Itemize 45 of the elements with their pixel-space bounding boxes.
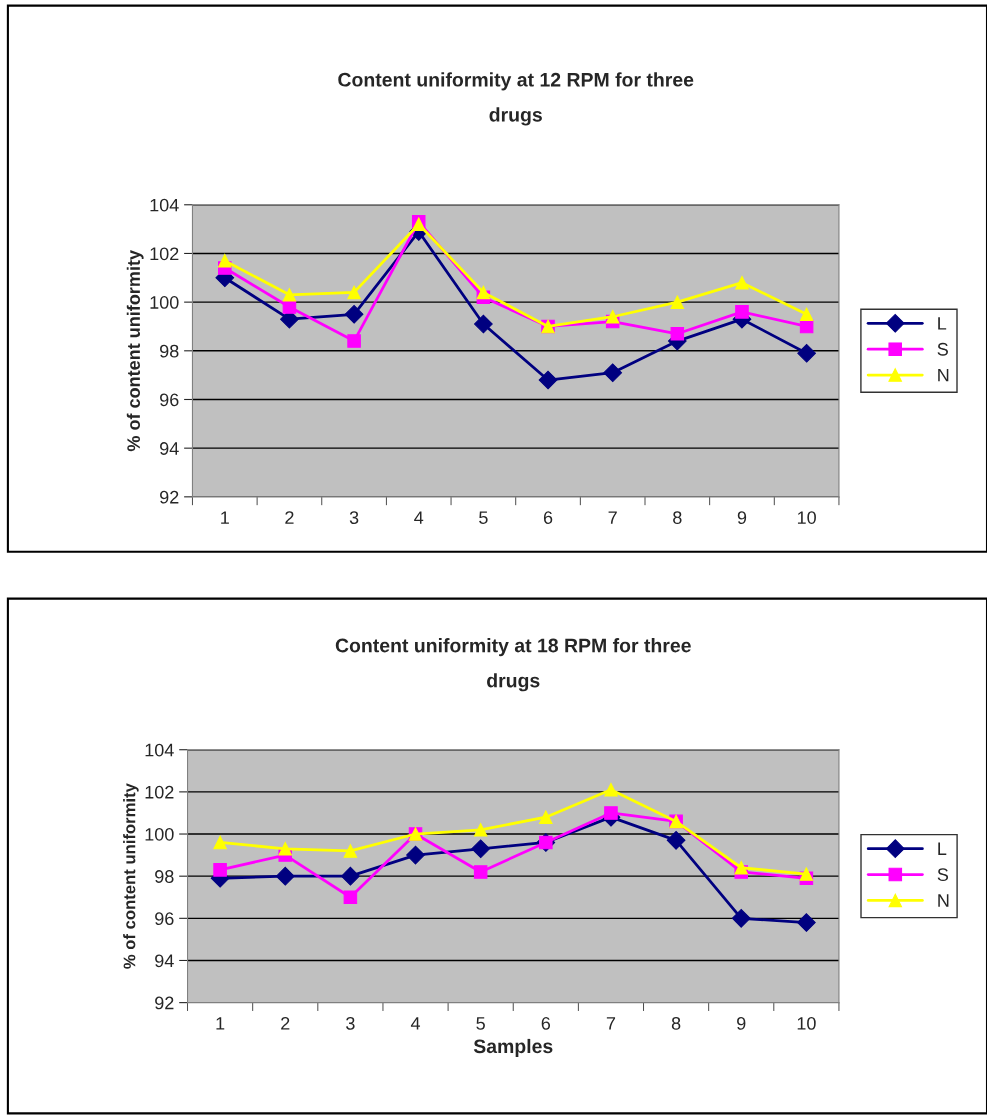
legend-label: N <box>938 368 949 382</box>
x-tick-label: 10 <box>797 511 816 524</box>
y-axis-title: % of content uniformity <box>123 783 139 969</box>
y-axis-title: % of content uniformity <box>126 250 144 452</box>
x-tick-label: 8 <box>671 1016 681 1030</box>
x-tick-label: 7 <box>608 511 617 524</box>
legend-label: N <box>938 894 949 907</box>
y-tick-label: 102 <box>150 247 179 261</box>
chart-title: Content uniformity at 18 RPM for three drugs <box>335 638 691 692</box>
y-tick-label: 96 <box>155 912 174 926</box>
y-tick-label: 100 <box>150 296 179 309</box>
legend-label: L <box>938 842 947 855</box>
y-tick-label: 102 <box>145 785 174 799</box>
y-tick-label: 94 <box>155 954 174 968</box>
x-tick-label: 1 <box>221 511 229 524</box>
y-tick-label: 92 <box>155 996 174 1010</box>
x-axis-title: Samples <box>473 1038 553 1058</box>
x-tick-label: 4 <box>414 511 424 524</box>
y-tick-label: 104 <box>150 198 179 212</box>
x-tick-label: 7 <box>606 1017 616 1030</box>
x-tick-label: 3 <box>349 511 359 524</box>
y-tick-label: 100 <box>145 827 174 841</box>
legend-label: S <box>937 868 949 882</box>
y-tick-label: 96 <box>160 393 179 407</box>
x-tick-label: 10 <box>797 1016 816 1030</box>
x-tick-label: 1 <box>216 1017 225 1030</box>
x-tick-label: 2 <box>285 511 294 524</box>
x-tick-label: 5 <box>479 511 488 524</box>
x-tick-label: 5 <box>476 1017 485 1030</box>
x-tick-label: 6 <box>541 1016 551 1030</box>
x-tick-label: 8 <box>673 511 682 524</box>
legend-label: S <box>937 342 948 356</box>
y-tick-label: 98 <box>160 344 179 358</box>
x-tick-label: 9 <box>737 1016 746 1030</box>
x-tick-label: 4 <box>410 1017 421 1030</box>
y-tick-label: 98 <box>155 870 174 883</box>
x-tick-label: 9 <box>737 511 747 524</box>
y-tick-label: 104 <box>145 743 174 757</box>
x-tick-label: 6 <box>543 511 553 524</box>
legend-label: L <box>938 317 947 330</box>
y-tick-label: 92 <box>160 490 179 504</box>
x-tick-label: 3 <box>346 1016 355 1030</box>
chart-title: Content uniformity at 12 RPM for three drugs <box>338 72 694 126</box>
y-tick-label: 94 <box>160 442 179 455</box>
x-tick-label: 2 <box>281 1016 290 1030</box>
